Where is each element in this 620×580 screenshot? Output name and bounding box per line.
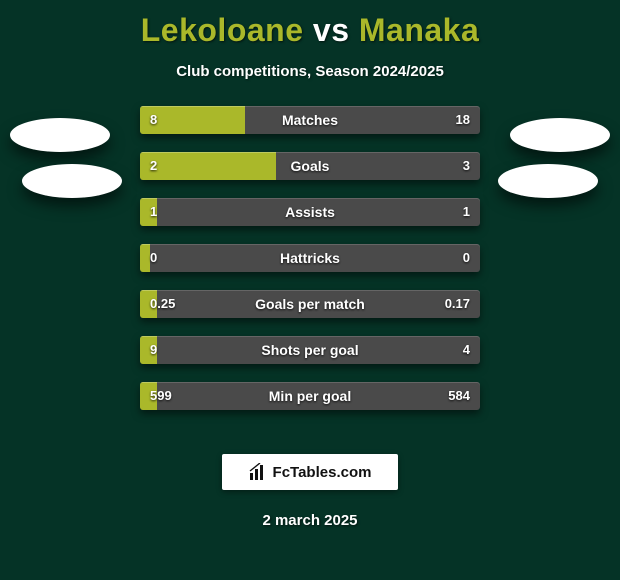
stat-right-value: 0.17: [445, 290, 470, 318]
player2-name: Manaka: [359, 12, 479, 48]
stat-right-value: 584: [448, 382, 470, 410]
stat-row: 9Shots per goal4: [140, 336, 480, 364]
source-badge: FcTables.com: [222, 454, 398, 490]
stat-label: Assists: [140, 198, 480, 226]
stat-bars: 8Matches18 2Goals3 1Assists1 0Hattricks0 0.2…: [140, 106, 480, 428]
stat-right-value: 18: [456, 106, 470, 134]
stat-label: Hattricks: [140, 244, 480, 272]
player1-name: Lekoloane: [141, 12, 304, 48]
stat-right-value: 0: [463, 244, 470, 272]
source-badge-text: FcTables.com: [273, 464, 372, 481]
stat-right-value: 4: [463, 336, 470, 364]
stat-row: 0Hattricks0: [140, 244, 480, 272]
stat-right-value: 3: [463, 152, 470, 180]
stat-label: Min per goal: [140, 382, 480, 410]
comparison-title: Lekoloane vs Manaka: [0, 0, 620, 49]
stat-row: 0.25Goals per match0.17: [140, 290, 480, 318]
stat-row: 8Matches18: [140, 106, 480, 134]
stat-label: Goals per match: [140, 290, 480, 318]
player1-photo-placeholder: [10, 118, 110, 152]
stat-label: Goals: [140, 152, 480, 180]
stat-label: Matches: [140, 106, 480, 134]
stat-row: 599Min per goal584: [140, 382, 480, 410]
player2-photo-shadow: [498, 164, 598, 198]
subtitle: Club competitions, Season 2024/2025: [0, 63, 620, 80]
player1-photo-shadow: [22, 164, 122, 198]
stat-label: Shots per goal: [140, 336, 480, 364]
footer-date: 2 march 2025: [0, 512, 620, 529]
vs-label: vs: [313, 12, 350, 48]
player2-photo-placeholder: [510, 118, 610, 152]
stat-row: 2Goals3: [140, 152, 480, 180]
comparison-arena: 8Matches18 2Goals3 1Assists1 0Hattricks0 0.2…: [0, 106, 620, 436]
bar-chart-icon: [249, 463, 269, 481]
stat-row: 1Assists1: [140, 198, 480, 226]
stat-right-value: 1: [463, 198, 470, 226]
